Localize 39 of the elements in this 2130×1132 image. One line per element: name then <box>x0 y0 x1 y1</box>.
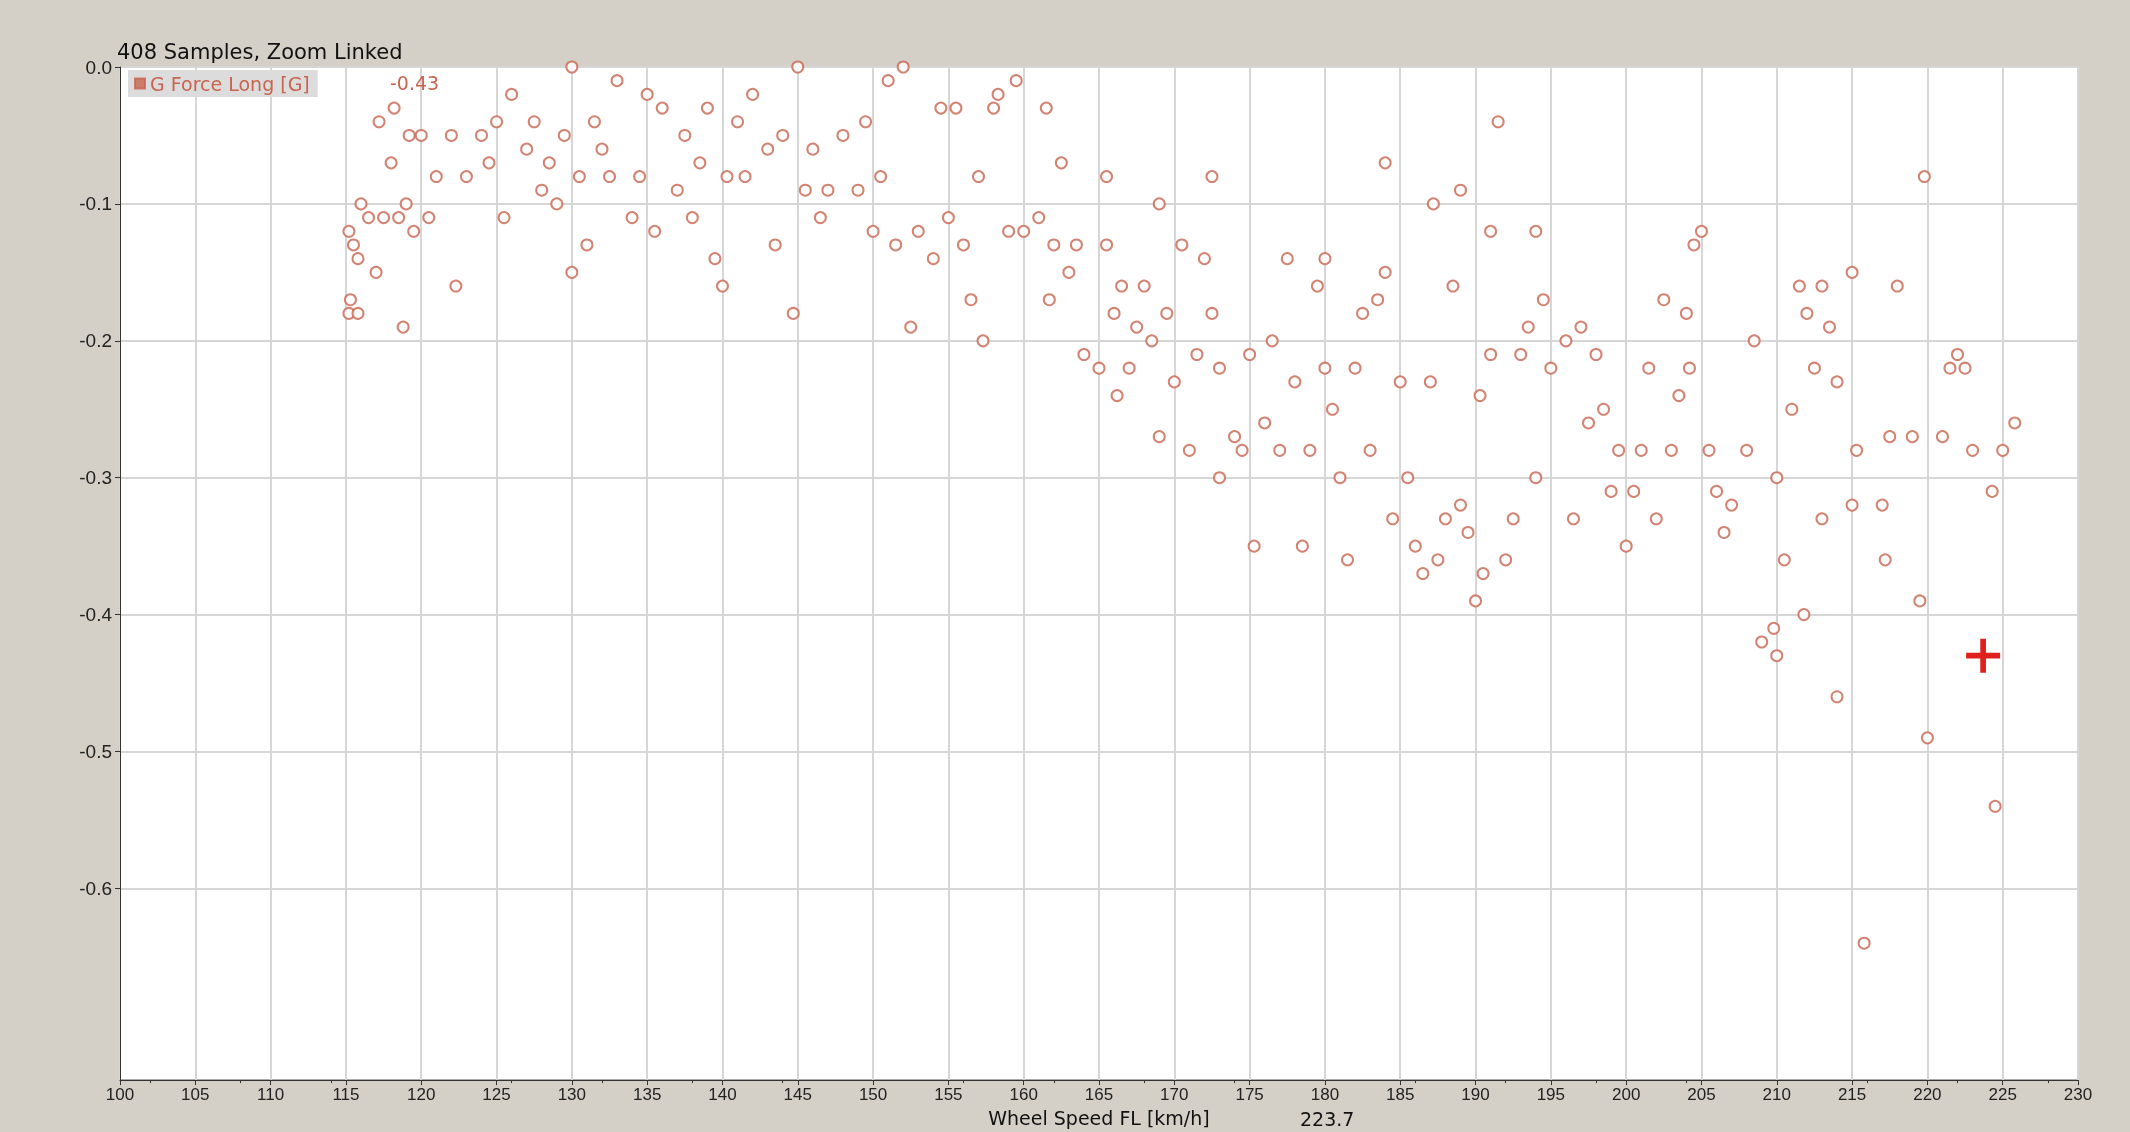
x-tick-label: 145 <box>783 1085 812 1105</box>
x-tick-label: 205 <box>1687 1085 1716 1105</box>
x-tick-label: 215 <box>1837 1085 1867 1105</box>
y-tick-label: -0.3 <box>79 467 112 489</box>
x-tick-label: 230 <box>2063 1085 2093 1105</box>
y-tick-label: 0.0 <box>85 56 112 78</box>
text: 223.7 <box>1300 1108 1355 1130</box>
x-tick-label: 155 <box>934 1085 963 1105</box>
annotation: -0.43 <box>390 72 440 94</box>
y-tick-label: -0.5 <box>79 741 112 763</box>
x-tick-label: 105 <box>181 1085 210 1105</box>
x-tick-label: 195 <box>1536 1085 1566 1105</box>
x-tick-label: 185 <box>1386 1085 1415 1105</box>
x-tick-label: 110 <box>257 1085 285 1105</box>
y-tick-label: -0.2 <box>79 330 112 352</box>
x-tick-label: 170 <box>1160 1085 1189 1105</box>
x-tick-label: 175 <box>1235 1085 1264 1105</box>
x-tick-label: 220 <box>1913 1085 1942 1105</box>
x-tick-label: 120 <box>407 1085 436 1105</box>
y-tick-label: -0.1 <box>79 193 112 215</box>
legend-label: G Force Long [G] <box>150 72 310 95</box>
x-tick-label: 200 <box>1611 1085 1641 1105</box>
x-tick-label: 160 <box>1009 1085 1038 1105</box>
x-tick-label: 140 <box>708 1085 737 1105</box>
x-tick-label: 125 <box>482 1085 511 1105</box>
x-tick-label: 130 <box>557 1085 587 1105</box>
y-tick-label: -0.6 <box>79 877 112 899</box>
x-tick-label: 135 <box>632 1085 662 1105</box>
y-tick-label: -0.4 <box>79 604 113 626</box>
x-tick-label: 115 <box>332 1085 360 1105</box>
x-tick-label: 100 <box>105 1085 135 1105</box>
x-tick-label: 150 <box>858 1085 888 1105</box>
chart-title: 408 Samples, Zoom Linked <box>117 39 403 64</box>
x-tick-label: 190 <box>1461 1085 1490 1105</box>
x-tick-label: 210 <box>1762 1085 1791 1105</box>
x-tick-label: 180 <box>1310 1085 1340 1105</box>
x-tick-label: 165 <box>1084 1085 1114 1105</box>
x-tick-label: 225 <box>1988 1085 2017 1105</box>
x-axis-title: Wheel Speed FL [km/h] <box>988 1106 1210 1129</box>
